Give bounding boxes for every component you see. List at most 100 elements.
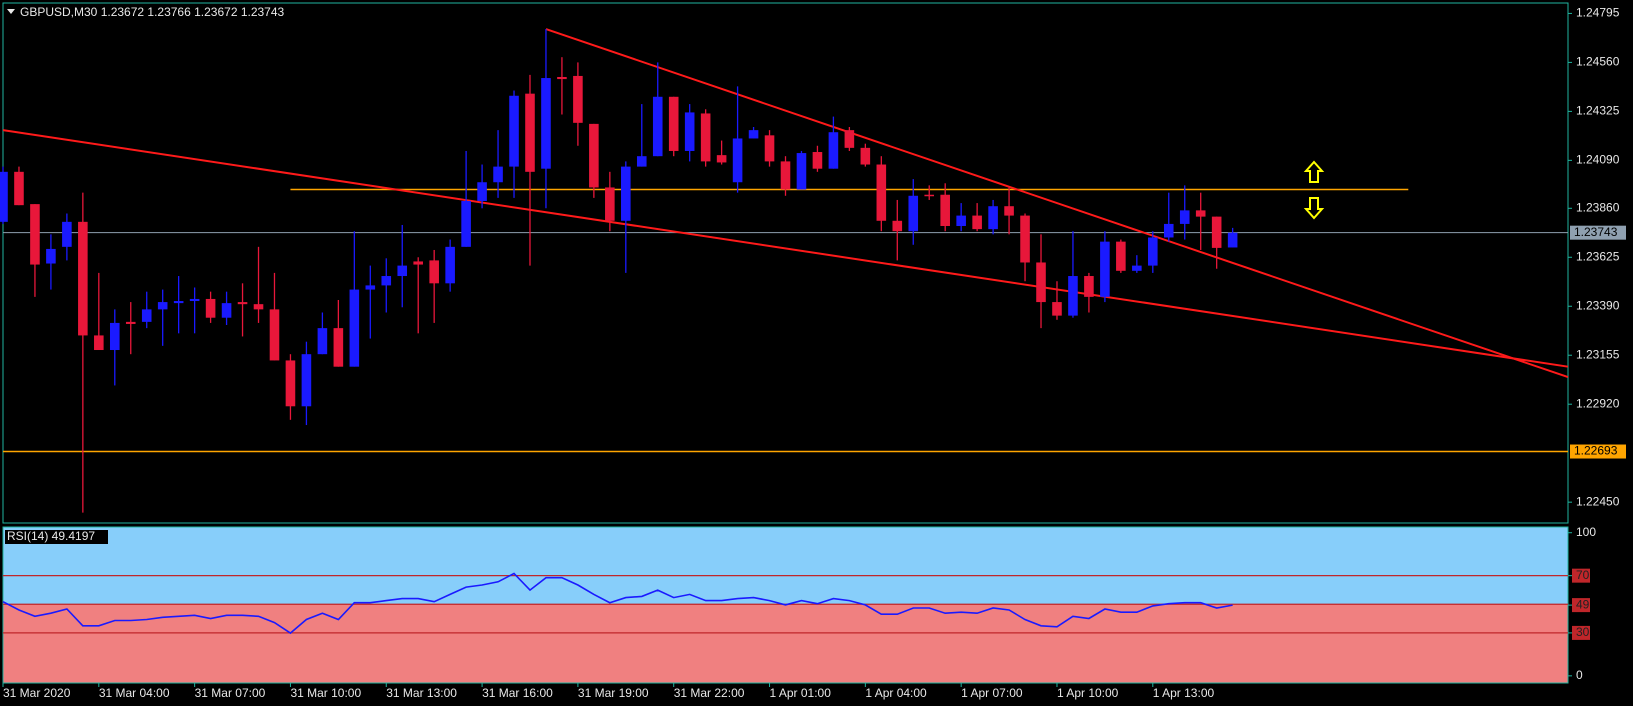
candle-body [1084, 276, 1094, 297]
sell-arrow [1303, 197, 1325, 220]
candle-body [365, 285, 376, 290]
candle-body [1227, 232, 1238, 248]
candle-body [1100, 241, 1110, 297]
candle-body [94, 335, 104, 351]
candle-body [1052, 302, 1062, 316]
x-tick-label: 1 Apr 13:00 [1153, 686, 1215, 700]
x-tick-label: 31 Mar 22:00 [674, 686, 745, 700]
candle-body [541, 78, 551, 169]
candle-body [972, 215, 982, 230]
candle-body [652, 96, 663, 157]
x-tick-label: 31 Mar 2020 [3, 686, 71, 700]
x-tick-label: 31 Mar 19:00 [578, 686, 649, 700]
y-tick-label: 1.24560 [1576, 55, 1620, 69]
x-tick-label: 31 Mar 13:00 [386, 686, 457, 700]
candle-body [173, 301, 184, 304]
candle-body [940, 194, 950, 227]
candle-body [876, 164, 887, 221]
x-tick-label: 31 Mar 04:00 [99, 686, 170, 700]
candle-body [349, 289, 360, 367]
rsi-y-tick-label: 70 [1576, 568, 1590, 582]
candle-body [668, 96, 679, 151]
y-tick-label: 1.24090 [1576, 153, 1620, 167]
candle-body [1148, 237, 1158, 266]
chart-header: GBPUSD,M30 1.23672 1.23766 1.23672 1.237… [20, 5, 285, 19]
candle-body [844, 130, 855, 148]
candle-body [445, 246, 455, 284]
candle-body [285, 360, 296, 407]
candle-body [1211, 216, 1222, 248]
candle-body [253, 304, 264, 310]
candle-body [684, 112, 695, 151]
candle-body [333, 328, 344, 367]
candle-body [205, 298, 216, 318]
price-label: 1.22693 [1574, 444, 1618, 458]
candle-body [860, 147, 871, 165]
rsi-title-box [5, 530, 108, 544]
rsi-upper-zone [3, 527, 1568, 605]
candle-body [589, 123, 599, 188]
candle-body [956, 215, 966, 227]
rsi-y-tick-label: 100 [1576, 525, 1596, 539]
candle-body [14, 171, 24, 206]
y-tick-label: 1.23155 [1576, 347, 1620, 361]
y-tick-label: 1.24325 [1576, 104, 1620, 118]
y-tick-label: 1.22920 [1576, 396, 1620, 410]
candle-body [381, 276, 392, 286]
current-price-label: 1.23743 [1574, 225, 1618, 239]
candle-body [796, 153, 807, 190]
y-tick-label: 1.23860 [1576, 200, 1620, 214]
candle-body [621, 166, 631, 221]
candle-body [141, 309, 152, 322]
rsi-tick-box [1572, 625, 1590, 640]
price-panel-frame [2, 2, 1569, 524]
candle-body [557, 76, 567, 80]
candle-body [62, 221, 72, 247]
rsi-background [3, 527, 1568, 683]
x-tick-label: 1 Apr 01:00 [770, 686, 832, 700]
candle-body [221, 303, 232, 318]
candle-body [748, 130, 759, 139]
y-tick-label: 1.23390 [1576, 298, 1620, 312]
menu-triangle[interactable] [7, 9, 15, 14]
candle-body [1068, 276, 1078, 316]
y-tick-label: 1.22450 [1576, 494, 1620, 508]
rsi-line [2, 572, 1233, 635]
candle-body [317, 328, 328, 355]
candle-body [924, 194, 935, 197]
x-tick-label: 1 Apr 07:00 [961, 686, 1023, 700]
x-tick-label: 1 Apr 04:00 [865, 686, 927, 700]
y-tick-label: 1.23625 [1576, 249, 1620, 263]
rsi-lower-zone [3, 604, 1568, 683]
candle-body [828, 132, 839, 169]
candle-body [636, 156, 647, 167]
candle-body [1163, 223, 1174, 238]
rsi-y-tick-label: 0 [1576, 668, 1583, 682]
candle-body [764, 135, 775, 162]
trendline [2, 129, 1569, 368]
candle-body [269, 309, 280, 361]
candle-body [1132, 265, 1142, 271]
candle-body [157, 302, 168, 310]
candle-body [732, 138, 743, 183]
x-tick-label: 1 Apr 10:00 [1057, 686, 1119, 700]
candle-body [189, 298, 200, 302]
candle-body [461, 200, 471, 247]
y-tick-label: 1.24795 [1576, 6, 1620, 20]
candle-body [46, 248, 56, 264]
x-tick-label: 31 Mar 07:00 [195, 686, 266, 700]
trendline [545, 28, 1569, 379]
rsi-y-tick-label: 49 [1576, 597, 1590, 611]
candle-body [413, 261, 423, 265]
buy-arrow [1303, 160, 1325, 183]
candle-body [30, 204, 40, 265]
rsi-tick-box [1572, 598, 1590, 613]
candle-body [493, 166, 503, 183]
x-tick-label: 31 Mar 10:00 [290, 686, 361, 700]
candle-body [397, 265, 408, 277]
x-tick-label: 31 Mar 16:00 [482, 686, 553, 700]
current-price-box [1570, 225, 1626, 240]
candle-body [1179, 210, 1190, 224]
candle-body [109, 322, 120, 351]
